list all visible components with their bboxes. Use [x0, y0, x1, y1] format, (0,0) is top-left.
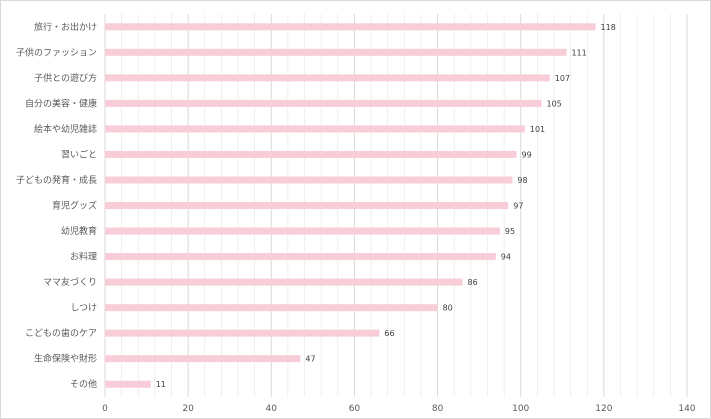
data-label: 98 [517, 176, 527, 185]
data-label: 47 [305, 355, 315, 364]
category-label: 子どもの発育・成長 [16, 174, 97, 186]
category-label: しつけ [71, 303, 97, 314]
bar [105, 253, 496, 261]
data-labels: 118 111 107 105 101 99 98 97 95 94 86 80 66 47 11 [156, 23, 616, 389]
data-label: 66 [384, 329, 394, 338]
x-tick-label: 60 [349, 404, 361, 414]
data-label: 95 [505, 227, 515, 236]
category-label: 旅行・お出かけ [34, 21, 97, 33]
category-label: 絵本や幼児雑誌 [34, 123, 97, 135]
bar [105, 74, 550, 82]
x-tick-label: 80 [432, 404, 444, 414]
category-label: 子供との遊び方 [34, 72, 97, 84]
bar [105, 150, 517, 158]
data-label: 118 [601, 23, 616, 32]
category-label: こどもの歯のケア [25, 327, 97, 339]
bar [105, 202, 509, 209]
x-axis-tick-labels: 0 20 40 60 80 100 120 140 [102, 404, 696, 414]
category-label: 育児グッズ [52, 200, 97, 212]
x-tick-label: 100 [512, 404, 529, 414]
x-tick-label: 0 [102, 404, 108, 414]
bars [105, 23, 596, 388]
category-label: 生命保険や財形 [34, 353, 97, 365]
data-label: 80 [443, 304, 453, 313]
category-label: その他 [70, 378, 97, 390]
data-label: 86 [468, 278, 478, 287]
data-label: 111 [571, 48, 586, 57]
bar [105, 48, 567, 56]
category-label: 子供のファッション [16, 46, 97, 58]
data-label: 107 [555, 74, 570, 83]
bar [105, 227, 500, 235]
category-label: 幼児教育 [61, 225, 97, 237]
bar [105, 125, 525, 133]
x-tick-label: 120 [595, 404, 612, 414]
category-labels: 旅行・お出かけ子供のファッション子供との遊び方自分の美容・健康絵本や幼児雑誌習い… [16, 21, 97, 390]
bar [105, 99, 542, 107]
bar [105, 23, 596, 31]
bar [105, 329, 380, 337]
data-label: 94 [501, 253, 511, 262]
bar [105, 355, 301, 363]
category-label: 自分の美容・健康 [25, 97, 97, 109]
data-label: 101 [530, 125, 545, 134]
x-tick-label: 20 [182, 404, 194, 414]
category-label: 習いごと [61, 148, 97, 160]
x-tick-label: 40 [266, 404, 278, 414]
bar [105, 304, 438, 312]
bar [105, 176, 513, 184]
data-label: 11 [156, 380, 166, 389]
category-label: お料理 [70, 251, 97, 263]
data-label: 105 [547, 99, 562, 108]
category-label: ママ友づくり [43, 276, 97, 288]
x-tick-label: 140 [678, 404, 695, 414]
bar [105, 278, 463, 286]
data-label: 97 [513, 202, 523, 211]
bar [105, 380, 151, 388]
data-label: 99 [522, 150, 532, 159]
